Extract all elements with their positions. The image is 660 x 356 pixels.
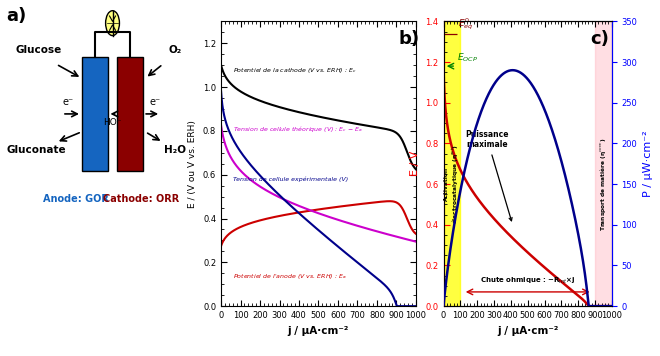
Text: Puissance
maximale: Puissance maximale (466, 130, 512, 221)
Text: e⁻: e⁻ (150, 97, 160, 107)
Text: Anode: GOR: Anode: GOR (43, 194, 109, 204)
Circle shape (106, 11, 119, 36)
Text: c): c) (590, 30, 609, 48)
Y-axis label: E / V: E / V (410, 151, 420, 177)
Bar (82, 57, 108, 171)
Text: a): a) (7, 7, 27, 25)
Text: $E^0_{eq}$: $E^0_{eq}$ (458, 16, 473, 32)
Text: Cathode: ORR: Cathode: ORR (103, 194, 180, 204)
Text: Glucose: Glucose (15, 45, 61, 55)
Text: b): b) (398, 30, 419, 48)
X-axis label: j / μA·cm⁻²: j / μA·cm⁻² (497, 326, 558, 336)
Text: Activation
électrocatalytique (η$^{act}$): Activation électrocatalytique (η$^{act}$… (444, 144, 460, 224)
Text: Gluconate: Gluconate (7, 145, 66, 155)
Bar (117, 57, 143, 171)
X-axis label: j / μA·cm⁻²: j / μA·cm⁻² (288, 326, 349, 336)
Y-axis label: E / (V ou V vs. ERH): E / (V ou V vs. ERH) (189, 120, 197, 208)
Y-axis label: P / μW·cm⁻²: P / μW·cm⁻² (643, 130, 653, 197)
Text: HO⁻: HO⁻ (103, 117, 122, 127)
Text: Transport de matière (η$^{conc}$): Transport de matière (η$^{conc}$) (599, 137, 609, 231)
Text: Chute ohmique : −R$_{int}$×j: Chute ohmique : −R$_{int}$×j (480, 276, 576, 286)
Text: Potentiel de l'anode (V vs. ERH) : E$_a$: Potentiel de l'anode (V vs. ERH) : E$_a$ (233, 272, 346, 281)
Bar (444, 21, 461, 306)
Text: Tension de cellule théorique (V) : E$_c$ − E$_a$: Tension de cellule théorique (V) : E$_c$… (233, 124, 363, 134)
Text: Potentiel de la cathode (V vs. ERH) : E$_c$: Potentiel de la cathode (V vs. ERH) : E$… (233, 66, 356, 75)
Text: O₂: O₂ (168, 45, 182, 55)
Bar (595, 21, 612, 306)
Text: $E_{OCP}$: $E_{OCP}$ (457, 52, 478, 64)
Text: e⁻: e⁻ (63, 97, 73, 107)
Text: Tension de cellule expérimentale (V): Tension de cellule expérimentale (V) (233, 177, 348, 182)
Text: H₂O: H₂O (164, 145, 186, 155)
